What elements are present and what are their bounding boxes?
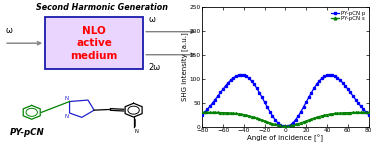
X-axis label: Angle of incidence [°]: Angle of incidence [°] (247, 134, 324, 142)
Text: N: N (64, 114, 68, 119)
Text: N: N (64, 96, 68, 101)
Y-axis label: SHG intensity [a.u.]: SHG intensity [a.u.] (181, 33, 188, 101)
Text: 2ω: 2ω (148, 63, 161, 72)
Text: ω: ω (5, 26, 12, 35)
Text: Second Harmonic Generation: Second Harmonic Generation (36, 3, 168, 12)
Text: PY-pCN: PY-pCN (10, 128, 45, 137)
Text: ω: ω (148, 16, 155, 24)
Text: N: N (135, 129, 138, 134)
FancyBboxPatch shape (45, 17, 143, 69)
Text: NLO
active
medium: NLO active medium (70, 26, 118, 61)
Legend: PY-pCN p, PY-pCN s: PY-pCN p, PY-pCN s (330, 10, 366, 22)
